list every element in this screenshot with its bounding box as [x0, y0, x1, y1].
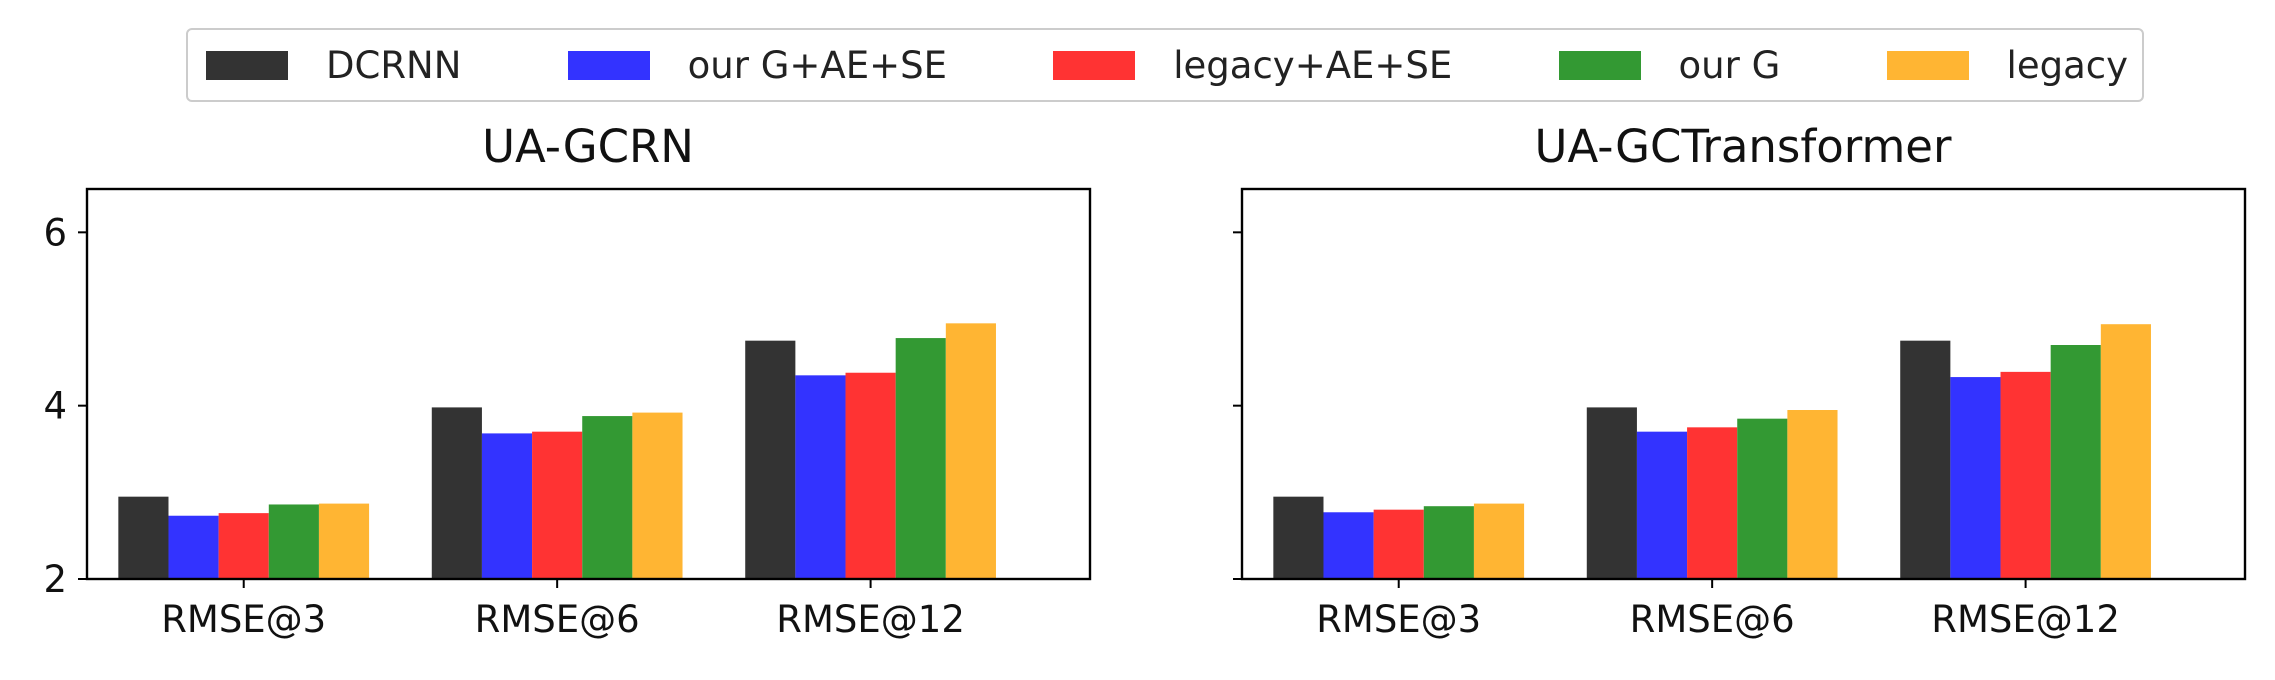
legend-label-legacy-ae-se: legacy+AE+SE — [1173, 43, 1453, 87]
y-tick-label: 6 — [43, 211, 67, 254]
legend-item-our-g-ae-se: our G+AE+SE — [567, 43, 947, 87]
bar-legacy-ae-se-rmse-12 — [2000, 371, 2051, 579]
chart-title-ua-gctransformer: UA-GCTransformer — [1535, 120, 1952, 173]
x-tick-label: RMSE@3 — [161, 598, 326, 641]
bar-legacy-rmse-3 — [318, 503, 370, 579]
bar-our-g-rmse-3 — [1423, 506, 1474, 579]
x-tick-label: RMSE@6 — [475, 598, 640, 641]
chart-panel-ua-gctransformer: RMSE@3 RMSE@6 RMSE@12 — [1233, 187, 2247, 641]
legend-swatch-legacy-ae-se — [1053, 50, 1136, 80]
legend-label-dcrnn: DCRNN — [326, 43, 462, 87]
legend: DCRNN our G+AE+SE legacy+AE+SE our G leg… — [186, 28, 2144, 102]
bar-legacy-rmse-3 — [1473, 503, 1525, 579]
legend-swatch-our-g — [1558, 50, 1641, 80]
x-tick-label: RMSE@12 — [776, 598, 965, 641]
legend-label-our-g: our G — [1678, 43, 1781, 87]
bar-our-g-ae-se-rmse-6 — [1636, 431, 1688, 579]
x-tick-label: RMSE@12 — [1931, 598, 2120, 641]
bar-our-g-ae-se-rmse-3 — [168, 515, 219, 579]
bar-legacy-ae-se-rmse-3 — [218, 513, 269, 579]
bar-our-g-ae-se-rmse-6 — [481, 433, 533, 579]
bar-our-g-rmse-6 — [582, 416, 633, 579]
bar-our-g-rmse-12 — [2050, 345, 2101, 579]
bar-dcrnn-rmse-6 — [431, 407, 482, 579]
bar-legacy-rmse-6 — [1787, 410, 1838, 579]
bar-our-g-ae-se-rmse-12 — [795, 375, 846, 579]
bar-legacy-rmse-6 — [632, 412, 683, 579]
bar-dcrnn-rmse-12 — [745, 340, 796, 579]
bar-our-g-rmse-12 — [895, 338, 946, 579]
axes-frame — [85, 187, 1092, 581]
bar-our-g-ae-se-rmse-3 — [1323, 512, 1374, 579]
bar-dcrnn-rmse-3 — [118, 496, 169, 579]
legend-swatch-legacy — [1886, 50, 1969, 80]
y-tick-label: 4 — [43, 385, 67, 428]
bar-dcrnn-rmse-12 — [1900, 340, 1951, 579]
legend-item-legacy-ae-se: legacy+AE+SE — [1053, 44, 1452, 87]
chart-title-ua-gcrn: UA-GCRN — [482, 120, 694, 173]
bar-legacy-ae-se-rmse-6 — [1687, 427, 1738, 579]
legend-item-our-g: our G — [1558, 43, 1781, 87]
bar-our-g-rmse-3 — [268, 504, 319, 579]
x-tick-label: RMSE@6 — [1630, 598, 1795, 641]
bar-legacy-rmse-12 — [945, 323, 996, 579]
legend-swatch-our-g-ae-se — [567, 50, 650, 80]
legend-item-dcrnn: DCRNN — [206, 44, 461, 87]
y-tick-label: 2 — [43, 558, 67, 601]
legend-swatch-dcrnn — [206, 50, 288, 80]
bar-dcrnn-rmse-6 — [1586, 407, 1637, 579]
legend-item-legacy: legacy — [1886, 43, 2128, 87]
legend-label-legacy: legacy — [2006, 43, 2128, 87]
axes-frame — [1240, 187, 2247, 581]
bar-our-g-ae-se-rmse-12 — [1950, 377, 2001, 579]
bar-dcrnn-rmse-3 — [1273, 496, 1324, 579]
bar-legacy-ae-se-rmse-6 — [532, 431, 583, 579]
bar-our-g-rmse-6 — [1737, 418, 1788, 579]
legend-label-our-g-ae-se: our G+AE+SE — [687, 43, 947, 87]
x-tick-label: RMSE@3 — [1316, 598, 1481, 641]
bar-legacy-ae-se-rmse-12 — [845, 372, 896, 579]
bar-legacy-rmse-12 — [2100, 324, 2151, 579]
bar-legacy-ae-se-rmse-3 — [1373, 509, 1424, 579]
chart-panel-ua-gcrn: RMSE@3 RMSE@6 RMSE@12 2 4 6 — [43, 187, 1092, 641]
